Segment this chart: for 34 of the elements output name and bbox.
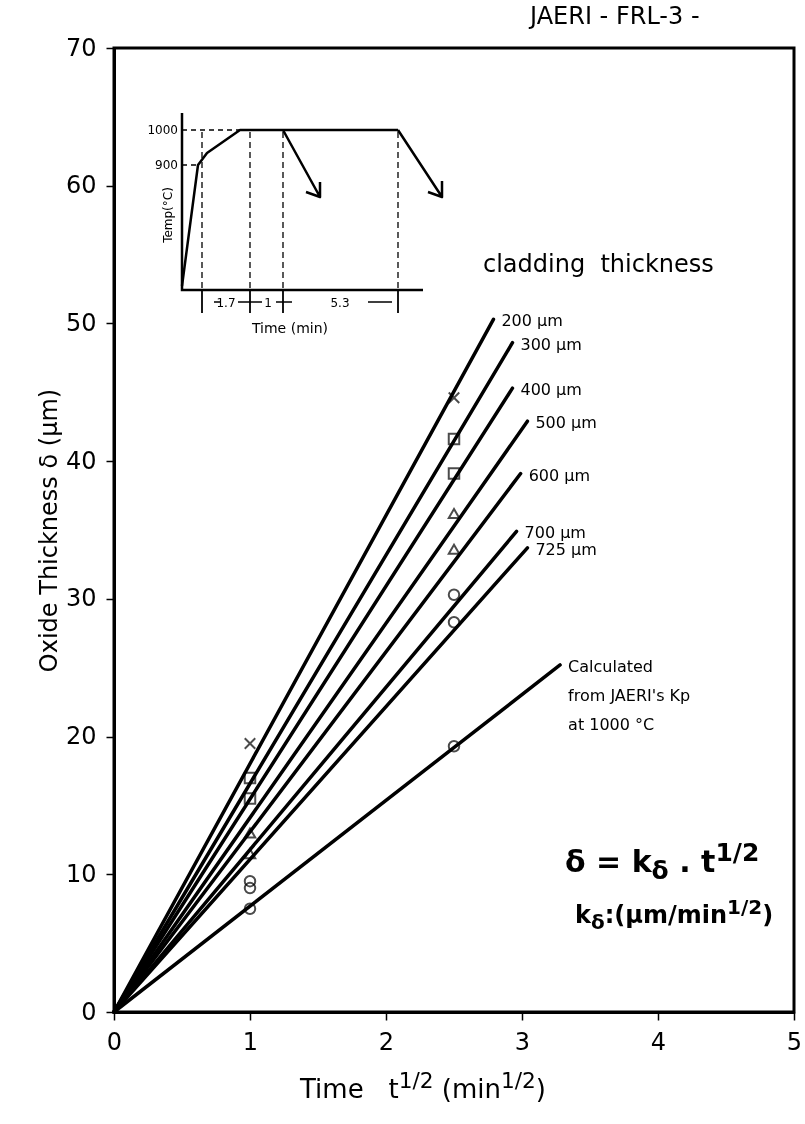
y-tick-label: 0 (81, 997, 97, 1026)
series-label: 500 µm (535, 413, 597, 433)
series-label: 700 µm (524, 523, 586, 543)
y-tick-label: 20 (65, 722, 97, 751)
annotation: δ = k$_{δ}$ . t$^{1/2}$ (565, 838, 760, 885)
annotation: 1.7 (216, 296, 236, 310)
legend-title: cladding thickness (483, 250, 714, 278)
annotation: 5.3 (330, 296, 350, 310)
annotation: 1000 (147, 123, 178, 137)
text: Temp(°C) (161, 187, 175, 244)
y-tick-label: 70 (65, 33, 97, 62)
x-tick-label: 3 (514, 1027, 531, 1056)
series-label: 600 µm (528, 465, 591, 485)
text: Time (min) (250, 320, 329, 336)
text: JAERI - FRL-3 - (530, 2, 700, 30)
y-axis-title: Oxide Thickness δ (µm) (34, 388, 63, 673)
x-tick-label: 5 (786, 1027, 803, 1056)
annotation: k$_{δ}$:(µm/min$^{1/2}$) (575, 895, 774, 934)
y-tick-label: 40 (65, 446, 97, 475)
x-axis-title: Time t$^{1/2}$ (min$^{1/2}$) (300, 1068, 546, 1104)
y-tick-label: 50 (65, 308, 97, 337)
x-tick-label: 0 (106, 1027, 123, 1056)
y-tick-label: 60 (65, 171, 97, 200)
series-label: 300 µm (520, 334, 582, 354)
series-label: 200 µm (501, 311, 563, 331)
annotation: 1 (264, 296, 272, 310)
x-tick-label: 4 (650, 1027, 667, 1056)
series-label: 400 µm (520, 380, 582, 400)
x-tick-label: 2 (378, 1027, 395, 1056)
annotation: 900 (155, 158, 178, 172)
y-tick-label: 10 (65, 859, 97, 888)
y-tick-label: 30 (65, 584, 97, 613)
series-label: Calculated from JAERI's Kp at 1000 °C (568, 656, 691, 734)
x-tick-label: 1 (242, 1027, 259, 1056)
